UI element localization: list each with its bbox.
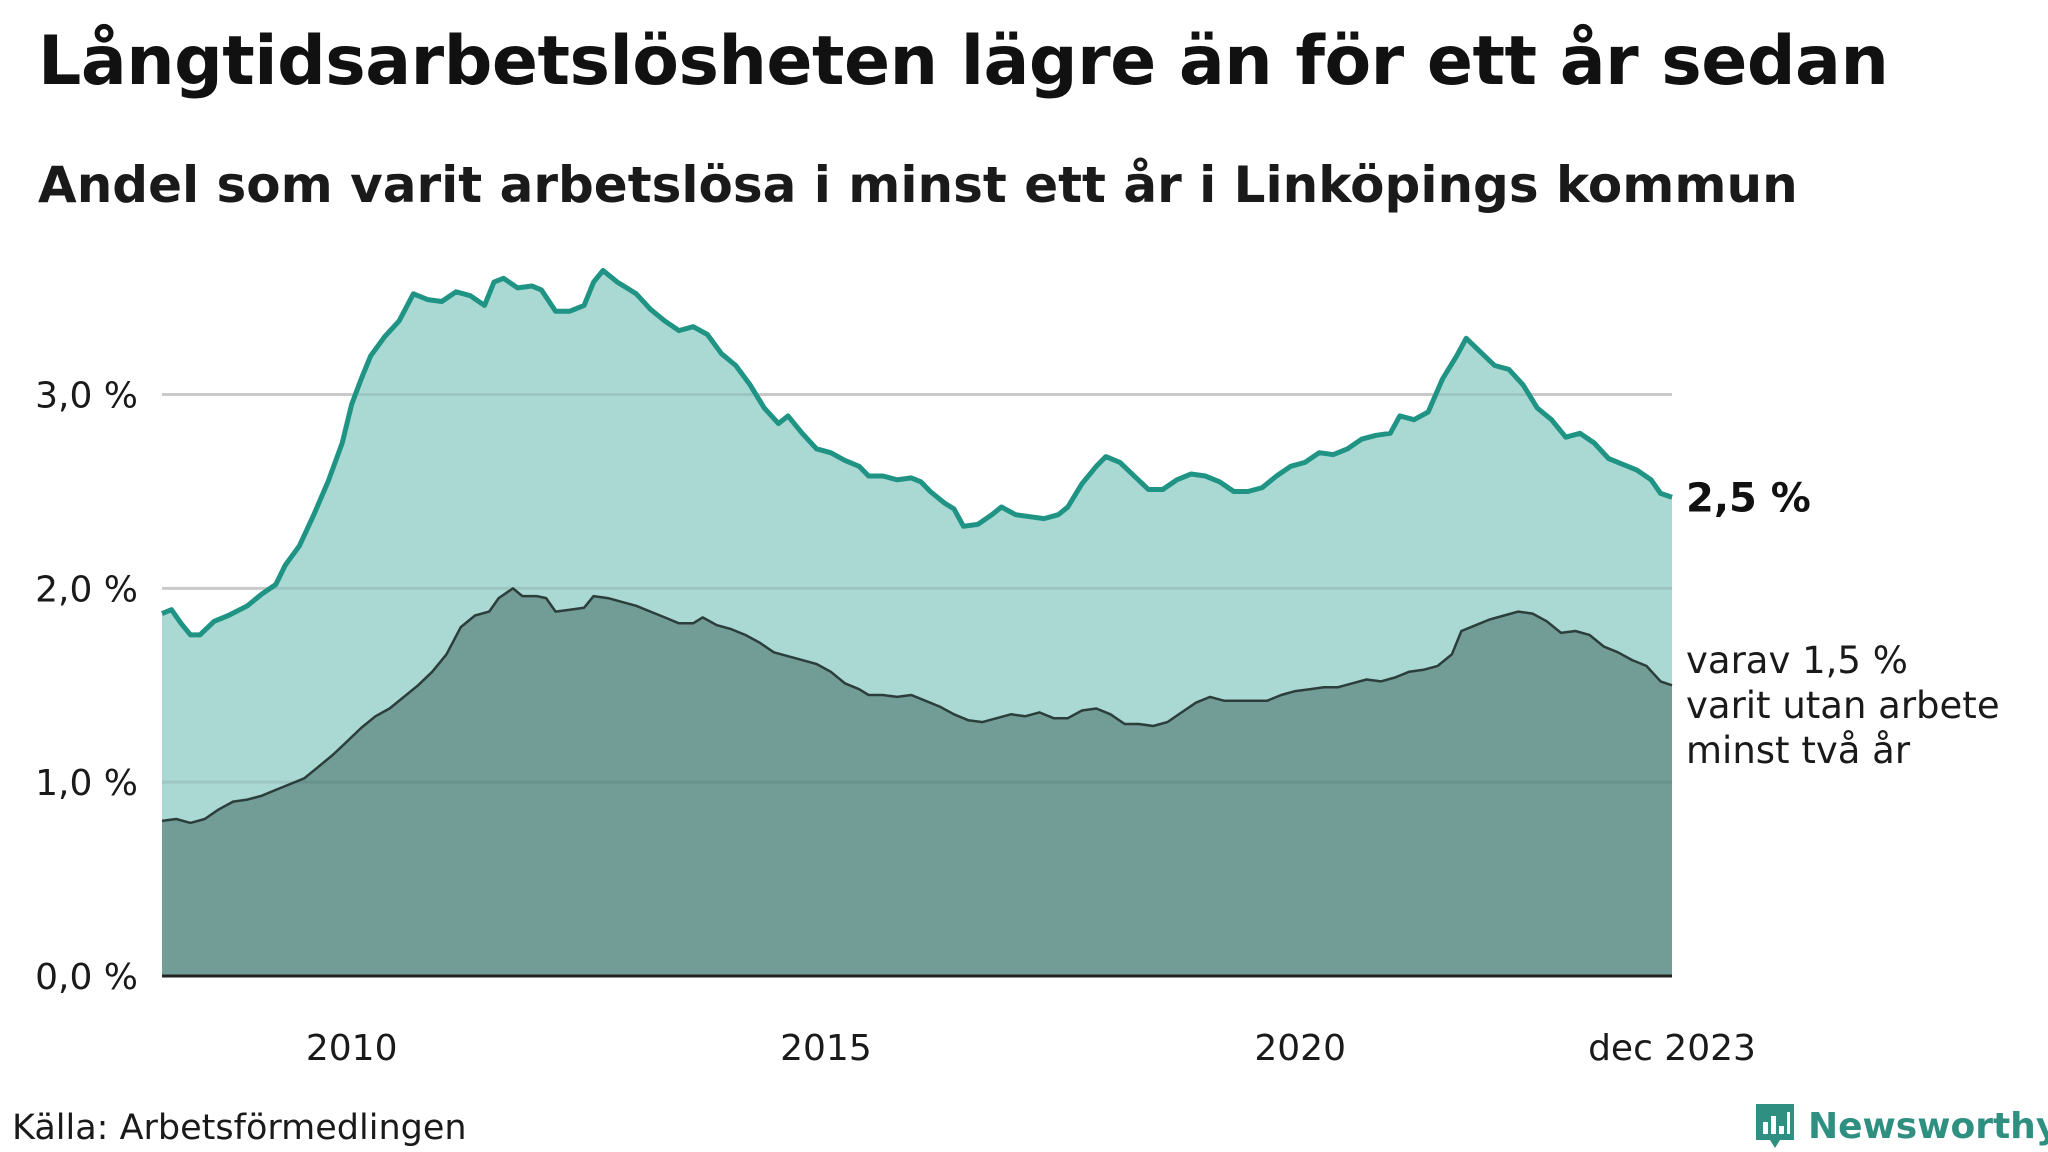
chart-subtitle: Andel som varit arbetslösa i minst ett å… <box>38 156 1798 214</box>
y-tick-label: 0,0 % <box>35 957 138 998</box>
end-label-line: minst två år <box>1686 729 1911 772</box>
y-tick-label: 3,0 % <box>35 376 138 417</box>
brand-name: Newsworthy <box>1808 1105 2048 1147</box>
y-tick-label: 2,0 % <box>35 569 138 610</box>
x-tick-label: 2015 <box>780 1028 872 1069</box>
area-series-minst-tva-ar <box>162 588 1672 976</box>
chart-title: Långtidsarbetslösheten lägre än för ett … <box>38 22 1889 101</box>
x-tick-label: 2020 <box>1254 1028 1346 1069</box>
x-tick-label: dec 2023 <box>1588 1028 1756 1069</box>
x-tick-label: 2010 <box>306 1028 398 1069</box>
line-series-minst-ett-ar <box>161 268 1673 638</box>
end-label-line: varav 1,5 % <box>1686 639 1908 682</box>
source-note: Källa: Arbetsförmedlingen <box>12 1108 467 1148</box>
y-tick-label: 1,0 % <box>35 763 138 804</box>
end-label-line: varit utan arbete <box>1686 684 2000 727</box>
end-label-minst-ett-ar: 2,5 % <box>1686 475 1811 521</box>
x-axis-ticks: 2010 2015 2020 dec 2023 <box>306 1028 1756 1069</box>
y-axis-ticks: 0,0 % 1,0 % 2,0 % 3,0 % <box>35 376 138 998</box>
newsworthy-logo-icon <box>1756 1104 1794 1148</box>
line-series-minst-tva-ar <box>161 587 1673 825</box>
brand-logo: Newsworthy <box>1752 1100 2048 1152</box>
end-label-minst-tva-ar: varav 1,5 % varit utan arbete minst två … <box>1686 639 2011 772</box>
